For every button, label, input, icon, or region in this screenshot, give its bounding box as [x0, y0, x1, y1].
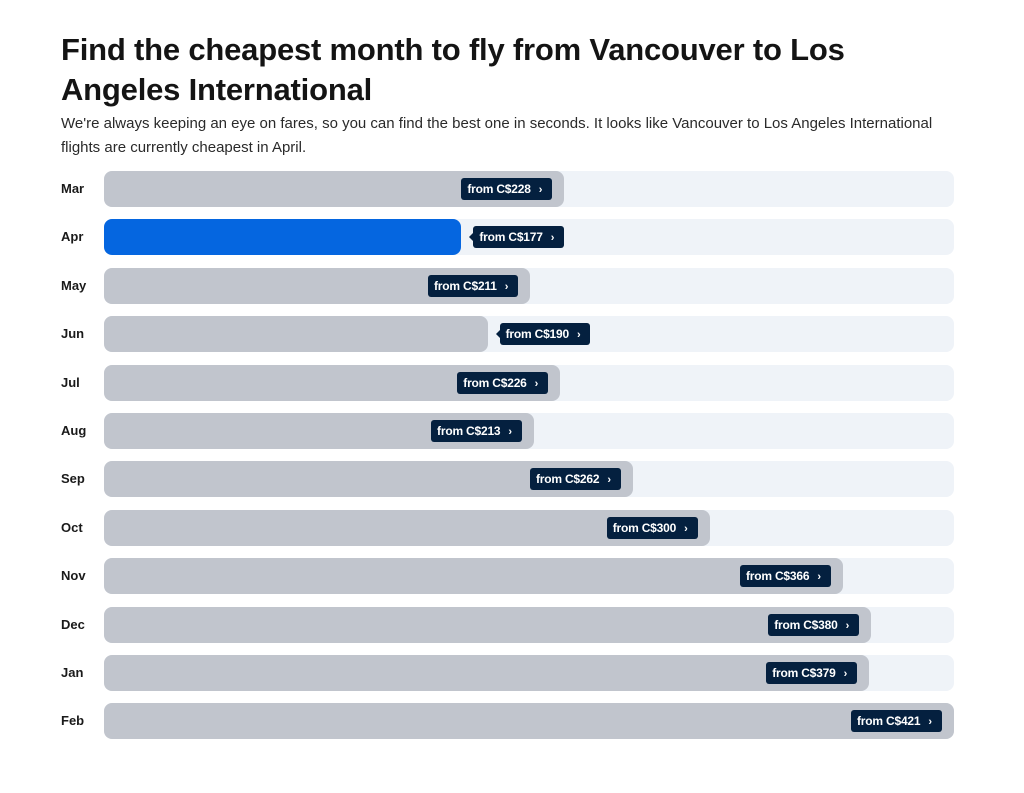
chevron-right-icon: ›: [504, 280, 509, 293]
price-tag[interactable]: from C$379 ›: [766, 662, 858, 684]
price-label: from C$177: [479, 230, 543, 245]
chevron-right-icon: ›: [534, 377, 539, 390]
price-label: from C$380: [774, 617, 838, 632]
chevron-right-icon: ›: [843, 668, 848, 680]
month-row-jan: Jan from C$379 ›: [0, 655, 1024, 691]
price-tag[interactable]: from C$366 ›: [739, 565, 831, 588]
bar[interactable]: [104, 606, 872, 643]
bar-cheapest[interactable]: [104, 219, 462, 256]
bar[interactable]: [104, 703, 954, 740]
month-row-dec: Dec from C$380 ›: [0, 606, 1024, 643]
month-row-jul: Jul from C$226 ›: [0, 364, 1024, 401]
month-label: Jan: [61, 665, 84, 680]
month-label: Aug: [61, 423, 87, 438]
page-title: Find the cheapest month to fly from Vanc…: [61, 32, 845, 107]
price-label: from C$213: [437, 424, 501, 438]
chevron-right-icon: ›: [928, 716, 932, 729]
month-row-feb: Feb from C$421 ›: [0, 703, 1024, 740]
price-tag[interactable]: from C$177 ›: [469, 226, 565, 249]
chevron-right-icon: ›: [508, 426, 512, 438]
month-row-jun: Jun from C$190 ›: [0, 316, 1024, 353]
month-label: Nov: [61, 568, 86, 584]
month-label: Oct: [61, 519, 83, 535]
bar[interactable]: [104, 655, 870, 691]
month-row-apr: Apr from C$177 ›: [0, 219, 1024, 256]
price-tag[interactable]: from C$421 ›: [851, 710, 942, 733]
month-row-sep: Sep from C$262 ›: [0, 461, 1024, 498]
month-row-may: May from C$211 ›: [0, 267, 1024, 304]
bar[interactable]: [104, 558, 843, 595]
price-tag[interactable]: from C$190 ›: [495, 323, 591, 346]
month-row-mar: Mar from C$228 ›: [0, 171, 1024, 207]
month-label: Feb: [61, 713, 85, 729]
price-label: from C$226: [463, 375, 527, 390]
month-label: Apr: [61, 229, 84, 245]
price-tag[interactable]: from C$262 ›: [529, 468, 621, 491]
chevron-right-icon: ›: [607, 474, 611, 487]
chevron-right-icon: ›: [538, 184, 543, 196]
chevron-right-icon: ›: [576, 329, 581, 342]
price-tag[interactable]: from C$380 ›: [768, 613, 860, 636]
price-label: from C$379: [772, 666, 836, 680]
month-label: Jul: [61, 374, 80, 390]
chevron-right-icon: ›: [684, 522, 688, 535]
bar-track[interactable]: from C$262 ›: [104, 461, 954, 498]
price-tag[interactable]: from C$211 ›: [428, 274, 519, 297]
month-label: Jun: [61, 326, 85, 342]
price-label: from C$366: [745, 569, 810, 584]
bar-track[interactable]: from C$421 ›: [104, 703, 954, 740]
price-label: from C$300: [612, 520, 677, 535]
price-label: from C$211: [434, 278, 497, 293]
bar-track[interactable]: from C$380 ›: [104, 606, 954, 643]
bar-track[interactable]: from C$228 ›: [104, 171, 954, 207]
bar-track[interactable]: from C$300 ›: [104, 509, 954, 546]
chevron-right-icon: ›: [845, 619, 850, 632]
price-tag[interactable]: from C$213 ›: [431, 420, 522, 442]
price-tag[interactable]: from C$228 ›: [461, 178, 553, 200]
bar-track[interactable]: from C$177 ›: [104, 219, 954, 256]
page-subtitle: We're always keeping an eye on fares, so…: [61, 115, 933, 156]
price-label: from C$421: [857, 714, 921, 729]
month-label: May: [61, 277, 87, 293]
bar-track[interactable]: from C$226 ›: [104, 364, 954, 401]
bar-track[interactable]: from C$366 ›: [104, 558, 954, 595]
price-label: from C$190: [505, 327, 570, 342]
price-label: from C$262: [535, 472, 600, 487]
bar-track[interactable]: from C$211 ›: [104, 267, 954, 304]
month-row-nov: Nov from C$366 ›: [0, 558, 1024, 595]
bar-track[interactable]: from C$379 ›: [104, 655, 954, 691]
month-label: Dec: [61, 616, 85, 632]
chevron-right-icon: ›: [550, 232, 555, 245]
month-label: Sep: [61, 471, 85, 487]
price-label: from C$228: [467, 182, 531, 196]
chevron-right-icon: ›: [817, 571, 821, 584]
month-row-oct: Oct from C$300 ›: [0, 509, 1024, 546]
bar-track[interactable]: from C$190 ›: [104, 316, 954, 353]
price-tag[interactable]: from C$226 ›: [457, 371, 549, 394]
month-label: Mar: [61, 181, 85, 196]
month-row-aug: Aug from C$213 ›: [0, 413, 1024, 449]
price-tag[interactable]: from C$300 ›: [606, 516, 698, 539]
bar-track[interactable]: from C$213 ›: [104, 413, 954, 449]
bar[interactable]: [104, 316, 488, 353]
